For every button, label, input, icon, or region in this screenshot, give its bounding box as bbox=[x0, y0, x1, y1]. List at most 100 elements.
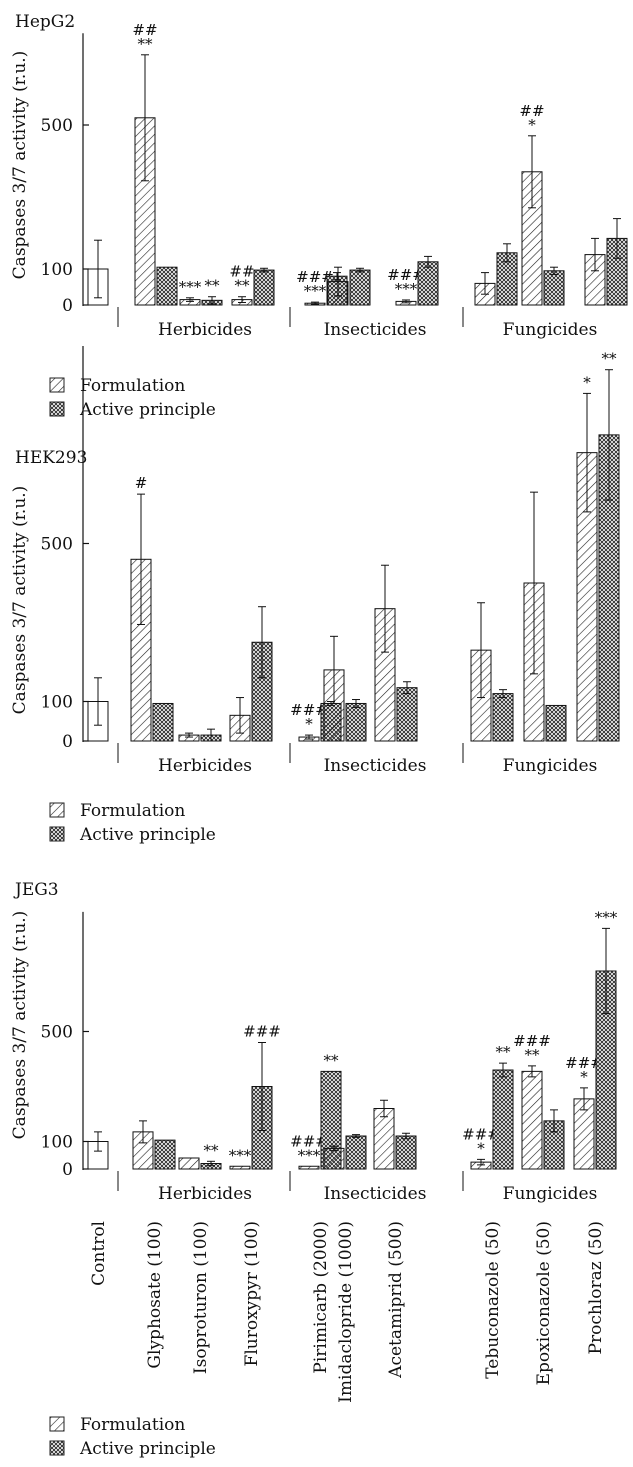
y-tick-label: 100 bbox=[41, 1133, 73, 1153]
group-label: Fungicides bbox=[503, 756, 598, 776]
bar-active-principle bbox=[417, 261, 439, 306]
bar-active-principle bbox=[152, 702, 174, 742]
legend-label-formulation: Formulation bbox=[80, 376, 185, 396]
y-tick-label: 500 bbox=[41, 535, 73, 555]
y-tick-label: 0 bbox=[62, 296, 73, 316]
group-label: Fungicides bbox=[503, 1184, 598, 1204]
significance-label: ## bbox=[132, 21, 157, 39]
significance-label: ** bbox=[602, 350, 618, 368]
y-axis-label: Caspases 3/7 activity (r.u.) bbox=[10, 486, 30, 715]
significance-label: ** bbox=[205, 277, 221, 295]
legend-swatch-active-principle bbox=[49, 826, 65, 842]
category-label: Pirimicarb (2000) bbox=[311, 1221, 331, 1374]
bar-active-principle bbox=[253, 269, 275, 306]
significance-label: ** bbox=[324, 1051, 340, 1069]
bar-active-principle bbox=[345, 702, 367, 742]
legend: Formulation Active principle bbox=[49, 1415, 216, 1459]
significance-label: ## bbox=[229, 263, 254, 281]
category-label: Acetamiprid (500) bbox=[386, 1221, 406, 1379]
panel-title: JEG3 bbox=[13, 880, 59, 900]
significance-label: *** bbox=[298, 1146, 321, 1164]
significance-label: # bbox=[135, 474, 148, 492]
y-tick-label: 0 bbox=[62, 732, 73, 752]
significance-label: ### bbox=[513, 1032, 551, 1050]
bar-formulation bbox=[521, 1070, 543, 1170]
legend-label-active-principle: Active principle bbox=[79, 825, 216, 845]
significance-label: ** bbox=[138, 35, 154, 53]
significance-label: ** bbox=[525, 1046, 541, 1064]
group-label: Insecticides bbox=[324, 756, 427, 776]
category-label: Epoxiconazole (50) bbox=[534, 1221, 554, 1385]
category-label: Imidaclopride (1000) bbox=[336, 1221, 356, 1403]
bar-active-principle bbox=[396, 687, 418, 742]
panel-hek293: HEK293 Caspases 3/7 activity (r.u.) 0 100… bbox=[10, 346, 620, 845]
bar-active-principle bbox=[545, 704, 567, 742]
bar-active-principle bbox=[543, 270, 565, 306]
legend-swatch-active-principle bbox=[49, 1440, 65, 1456]
bar-formulation bbox=[373, 1108, 395, 1170]
significance-label: ** bbox=[496, 1043, 512, 1061]
significance-label: ### bbox=[290, 1132, 328, 1150]
y-tick-label: 100 bbox=[41, 260, 73, 280]
bar-active-principle bbox=[395, 1135, 417, 1170]
significance-label: * bbox=[528, 116, 536, 134]
significance-label: *** bbox=[179, 278, 202, 296]
panel-title: HEK293 bbox=[15, 448, 87, 468]
group-label: Herbicides bbox=[158, 756, 252, 776]
significance-label: ## bbox=[519, 102, 544, 120]
legend-label-active-principle: Active principle bbox=[79, 1439, 216, 1459]
plot-area: 0 100 500 Herbicides Insecticides Fungicides *… bbox=[41, 21, 628, 340]
legend-swatch-formulation bbox=[49, 1416, 65, 1432]
bar-formulation bbox=[323, 1147, 345, 1170]
bar-formulation bbox=[178, 1157, 200, 1170]
legend: Formulation Active principle bbox=[49, 376, 216, 420]
bar-active-principle bbox=[154, 1139, 176, 1170]
bar-active-principle bbox=[492, 1069, 514, 1170]
legend-swatch-formulation bbox=[49, 377, 65, 393]
significance-label: ** bbox=[204, 1141, 220, 1159]
plot-area: 0 100 500 Herbicides Insecticides Fungicides #… bbox=[41, 346, 620, 776]
significance-label: *** bbox=[395, 280, 418, 298]
significance-label: * bbox=[583, 373, 591, 391]
legend-label-formulation: Formulation bbox=[80, 1415, 185, 1435]
y-tick-label: 100 bbox=[41, 693, 73, 713]
significance-label: ### bbox=[296, 268, 334, 286]
y-axis-label: Caspases 3/7 activity (r.u.) bbox=[10, 51, 30, 280]
category-labels: Control Glyphosate (100) Isoproturon (100)… bbox=[89, 1221, 606, 1403]
bar-active-principle bbox=[349, 269, 371, 306]
category-label: Fluroxypyr (100) bbox=[242, 1221, 262, 1366]
group-label: Insecticides bbox=[324, 1184, 427, 1204]
y-tick-label: 500 bbox=[41, 116, 73, 136]
bar-formulation bbox=[229, 1165, 251, 1170]
y-tick-label: 0 bbox=[62, 1160, 73, 1180]
legend-label-formulation: Formulation bbox=[80, 801, 185, 821]
y-axis-label: Caspases 3/7 activity (r.u.) bbox=[10, 911, 30, 1140]
legend: Formulation Active principle bbox=[49, 801, 216, 845]
bar-active-principle bbox=[492, 693, 514, 742]
significance-label: ### bbox=[290, 701, 328, 719]
y-tick-label: 500 bbox=[41, 1023, 73, 1043]
group-label: Insecticides bbox=[324, 320, 427, 340]
significance-label: *** bbox=[304, 282, 327, 300]
significance-label: * bbox=[580, 1068, 588, 1086]
panel-title: HepG2 bbox=[15, 12, 75, 32]
legend-label-active-principle: Active principle bbox=[79, 400, 216, 420]
significance-label: ** bbox=[235, 277, 251, 295]
panel-hepg2: HepG2 Caspases 3/7 activity (r.u.) 0 100 5… bbox=[10, 12, 628, 420]
group-label: Herbicides bbox=[158, 320, 252, 340]
significance-label: ### bbox=[565, 1054, 603, 1072]
significance-label: ### bbox=[462, 1125, 500, 1143]
category-label: Tebuconazole (50) bbox=[483, 1221, 503, 1379]
group-label: Herbicides bbox=[158, 1184, 252, 1204]
bar-active-principle bbox=[345, 1135, 367, 1170]
significance-label: * bbox=[477, 1139, 485, 1157]
panel-jeg3: JEG3 Caspases 3/7 activity (r.u.) 0 100 50… bbox=[10, 880, 618, 1459]
bar-formulation bbox=[298, 1165, 320, 1170]
plot-area: 0 100 500 Herbicides Insecticides Fungicides *… bbox=[41, 908, 618, 1204]
category-label: Prochloraz (50) bbox=[586, 1221, 606, 1354]
category-label: Isoproturon (100) bbox=[191, 1221, 211, 1374]
category-label: Control bbox=[89, 1221, 109, 1286]
significance-label: * bbox=[305, 715, 313, 733]
significance-label: *** bbox=[595, 908, 618, 926]
